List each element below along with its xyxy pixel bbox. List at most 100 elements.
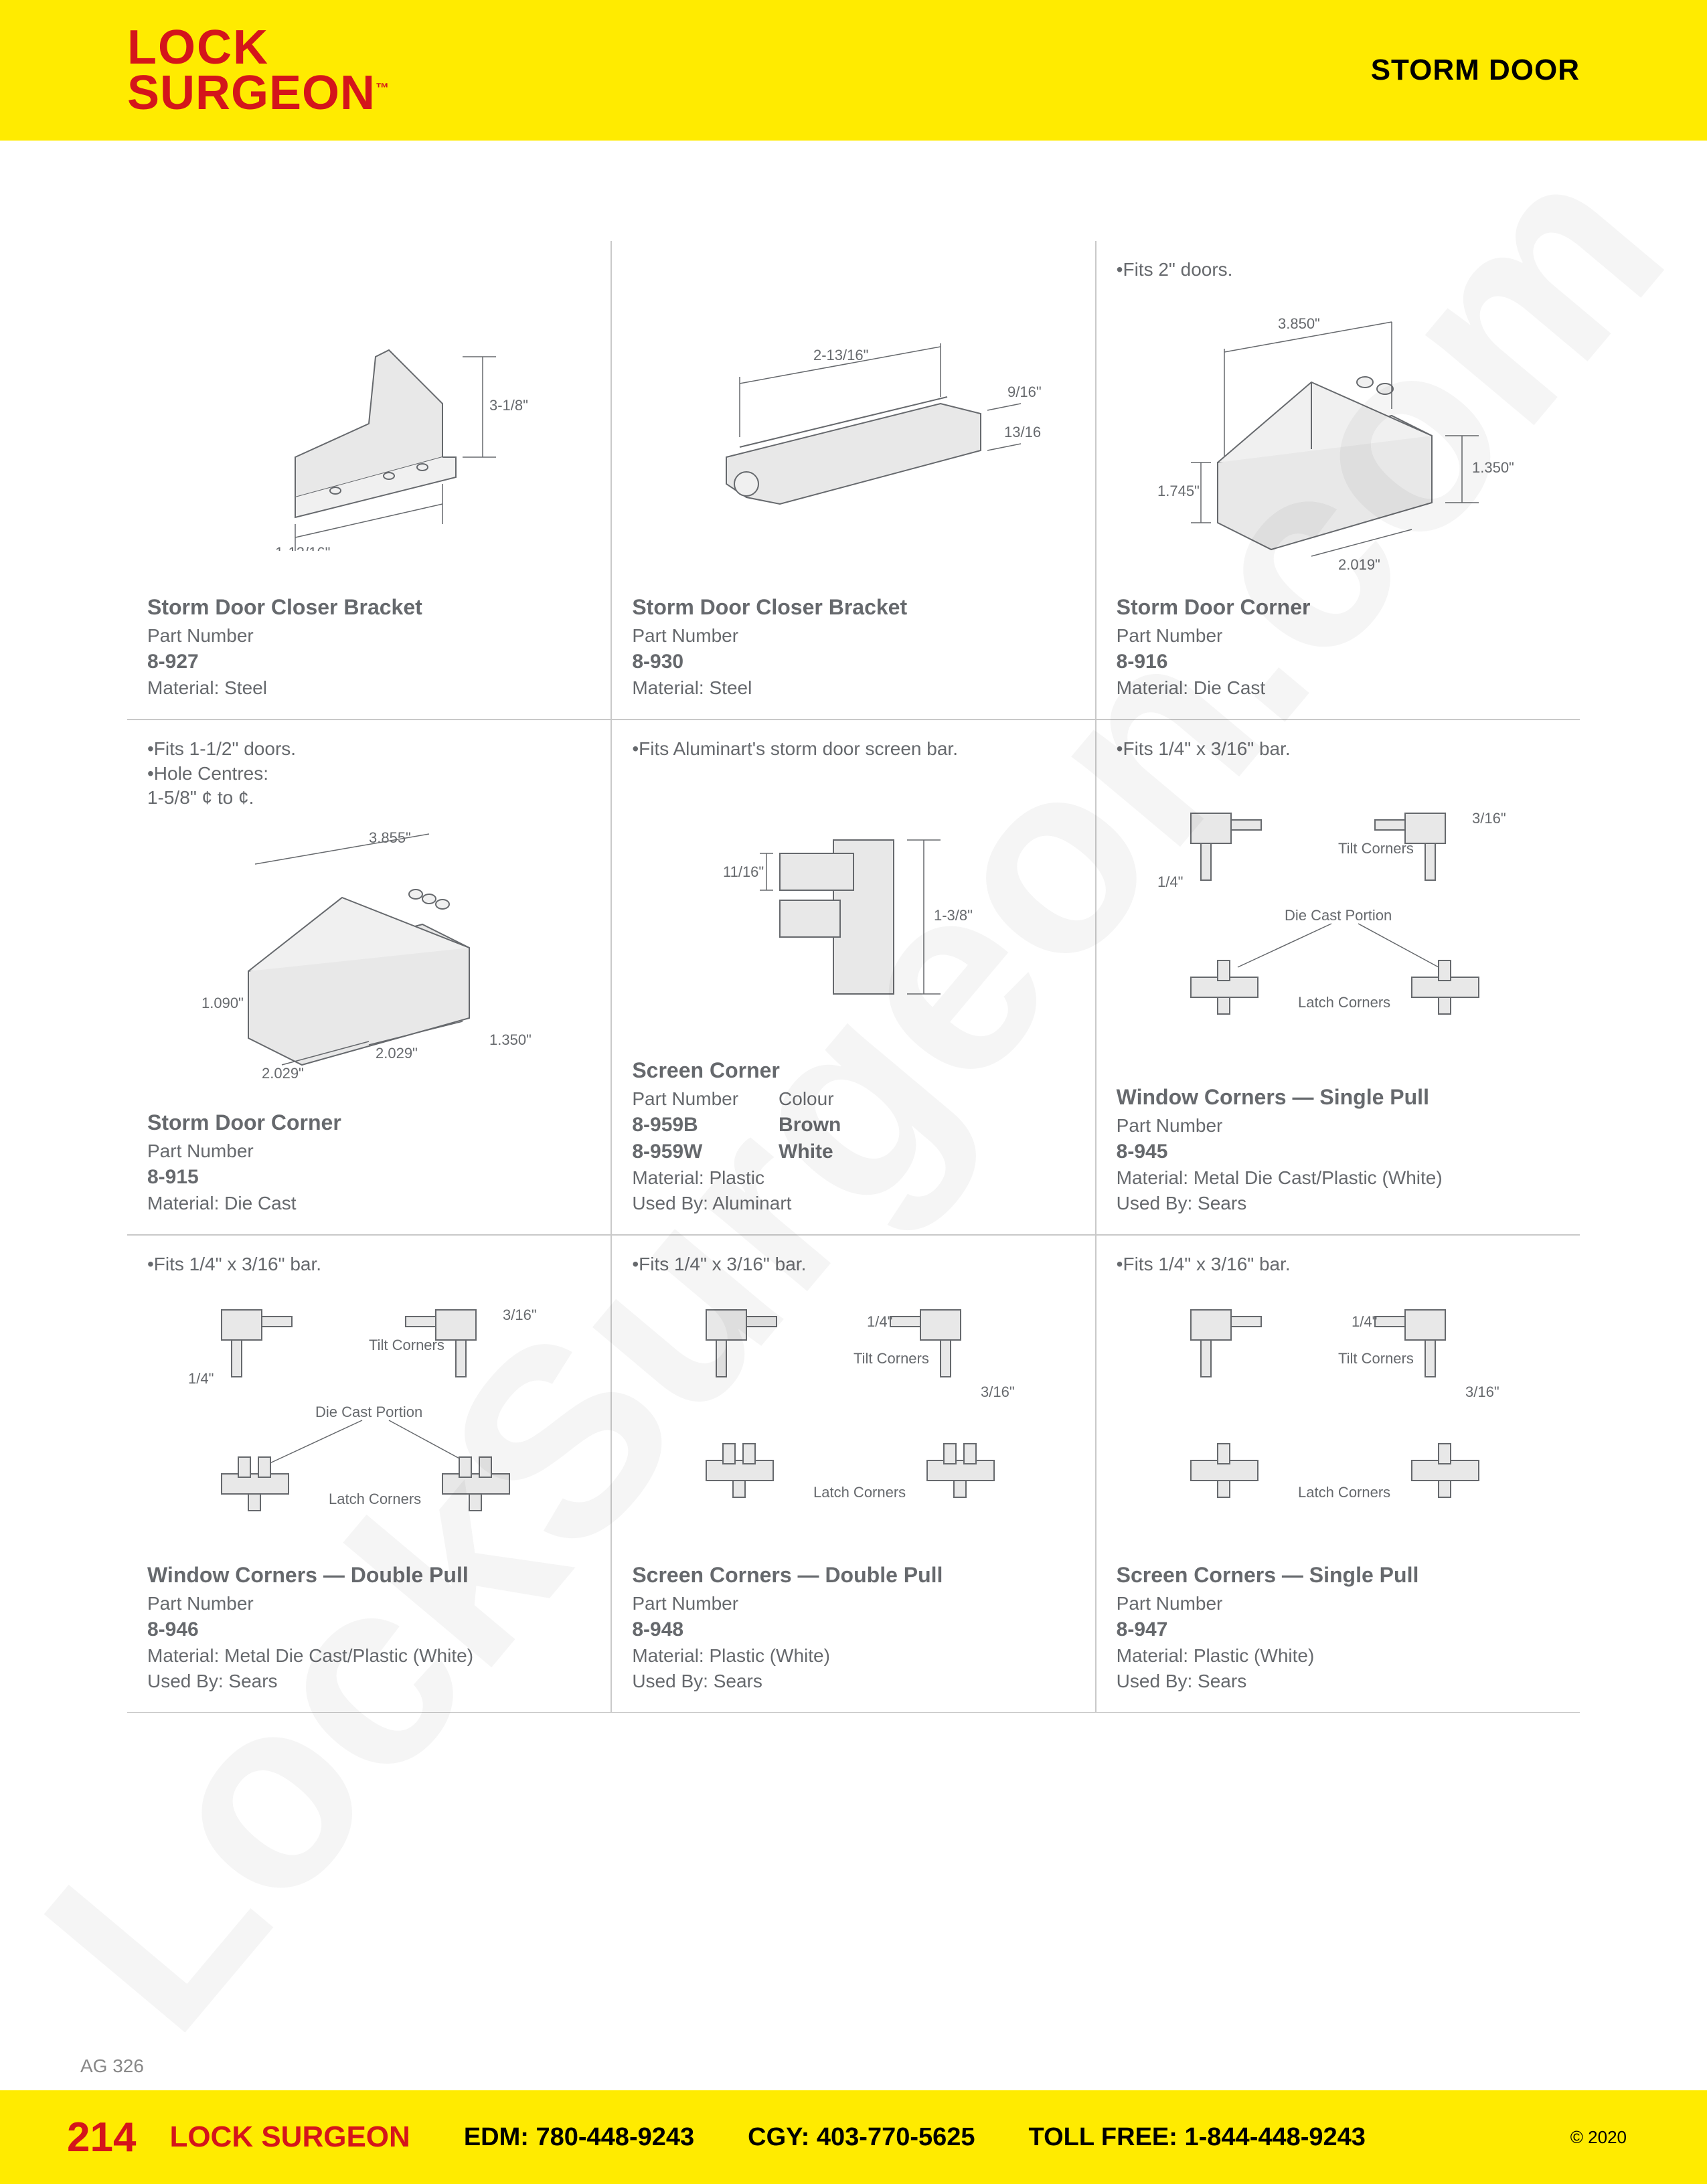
dimension-label: 2.029" [376, 1045, 418, 1062]
dimension-label: 1/4" [867, 1313, 892, 1330]
dimension-label: 1.090" [201, 995, 244, 1011]
part-number: 8-948 [632, 1618, 1074, 1641]
diagram-label: Latch Corners [329, 1491, 421, 1507]
product-cell: 3-1/8" 1-13/16" Storm Door Closer Bracke… [127, 241, 611, 720]
product-cell: •Fits 1-1/2" doors. •Hole Centres: 1-5/8… [127, 720, 611, 1234]
material-row: Material: Steel [147, 677, 590, 699]
part-number: 8-916 [1117, 651, 1560, 673]
dimension-label: 1-3/8" [934, 907, 973, 924]
product-cell: •Fits 1/4" x 3/16" bar. Tilt Corners Die… [1096, 720, 1580, 1234]
product-diagram: Tilt Corners Latch Corners 1/4" 3/16" [632, 1276, 1074, 1558]
product-cell: •Fits Aluminart's storm door screen bar.… [611, 720, 1095, 1234]
logo-line-2: SURGEON™ [127, 70, 390, 116]
dimension-label: 3/16" [1472, 810, 1506, 827]
product-notes: •Fits 1/4" x 3/16" bar. [632, 1252, 1074, 1276]
usedby-row: Used By: Sears [1117, 1193, 1560, 1214]
material-row: Material: Steel [632, 677, 1074, 699]
ag-code: AG 326 [80, 2055, 144, 2077]
page-header: LOCK SURGEON™ STORM DOOR [0, 0, 1707, 141]
diagram-label: Tilt Corners [854, 1350, 929, 1367]
part-number: 8-930 [632, 651, 1074, 673]
material-row: Material: Metal Die Cast/Plastic (White) [147, 1645, 590, 1667]
dimension-label: 2.029" [262, 1065, 304, 1082]
diagram-label: Tilt Corners [369, 1337, 444, 1353]
colour-value: Brown [779, 1114, 841, 1137]
material-row: Material: Die Cast [1117, 677, 1560, 699]
part-number: 8-947 [1117, 1618, 1560, 1641]
product-title: Screen Corners — Double Pull [632, 1563, 1074, 1588]
dimension-label: 1/4" [188, 1370, 214, 1387]
product-grid: 3-1/8" 1-13/16" Storm Door Closer Bracke… [127, 241, 1580, 1713]
dimension-label: 13/16" [1004, 424, 1041, 440]
part-number-label: Part Number [632, 1088, 738, 1110]
footer-edm: EDM: 780-448-9243 [464, 2123, 694, 2152]
material-row: Material: Plastic [632, 1167, 1074, 1189]
product-cell: •Fits 2" doors. 3.850" 1.745" 1.3 [1096, 241, 1580, 720]
dimension-label: 1.745" [1157, 483, 1200, 499]
catalog-content: 3-1/8" 1-13/16" Storm Door Closer Bracke… [0, 141, 1707, 1713]
product-cell: •Fits 1/4" x 3/16" bar. Tilt Corners Lat… [611, 1235, 1095, 1713]
colour-label: Colour [779, 1088, 841, 1110]
product-title: Storm Door Corner [1117, 595, 1560, 620]
dimension-label: 1/4" [1352, 1313, 1377, 1330]
diagram-label: Die Cast Portion [315, 1404, 422, 1420]
dimension-label: 1.350" [489, 1031, 532, 1048]
product-notes: •Fits 1/4" x 3/16" bar. [1117, 1252, 1560, 1276]
dimension-label: 3.855" [369, 829, 411, 846]
footer-cgy: CGY: 403-770-5625 [748, 2123, 975, 2152]
product-diagram: 11/16" 1-3/8" [632, 762, 1074, 1053]
material-row: Material: Metal Die Cast/Plastic (White) [1117, 1167, 1560, 1189]
product-notes: •Fits 1/4" x 3/16" bar. [147, 1252, 590, 1276]
product-title: Window Corners — Double Pull [147, 1563, 590, 1588]
product-diagram: Tilt Corners Latch Corners 1/4" 3/16" [1117, 1276, 1560, 1558]
product-diagram: 3.855" 1.090" 2.029" 2.029" 1.350" [147, 811, 590, 1105]
part-number-label: Part Number [1117, 1115, 1560, 1137]
dimension-label: 3/16" [1465, 1383, 1499, 1400]
dimension-label: 1.350" [1472, 459, 1514, 476]
material-row: Material: Die Cast [147, 1193, 590, 1214]
product-cell: 2-13/16" 9/16" 13/16" Storm Door Closer … [611, 241, 1095, 720]
product-cell: •Fits 1/4" x 3/16" bar. Tilt Corners Die… [127, 1235, 611, 1713]
dimension-label: 3.850" [1278, 315, 1320, 332]
colour-value: White [779, 1141, 841, 1163]
material-row: Material: Plastic (White) [632, 1645, 1074, 1667]
page-footer: 214 LOCK SURGEON EDM: 780-448-9243 CGY: … [0, 2090, 1707, 2184]
diagram-label: Latch Corners [813, 1484, 906, 1501]
material-row: Material: Plastic (White) [1117, 1645, 1560, 1667]
product-notes: •Fits Aluminart's storm door screen bar. [632, 737, 1074, 761]
part-number-label: Part Number [147, 1593, 590, 1614]
dimension-label: 3/16" [503, 1307, 537, 1323]
note-line: 1-5/8" ¢ to ¢. [147, 786, 590, 810]
part-number: 8-959B [632, 1114, 738, 1137]
diagram-label: Die Cast Portion [1285, 907, 1392, 924]
usedby-row: Used By: Sears [1117, 1671, 1560, 1692]
part-number: 8-915 [147, 1166, 590, 1189]
dimension-label: 2-13/16" [813, 347, 868, 363]
diagram-label: Tilt Corners [1338, 840, 1414, 857]
dimension-label: 1/4" [1157, 873, 1183, 890]
footer-brand: LOCK SURGEON [169, 2120, 410, 2154]
product-title: Storm Door Closer Bracket [147, 595, 590, 620]
diagram-label: Latch Corners [1298, 994, 1390, 1011]
dimension-label: 1-13/16" [275, 544, 330, 551]
part-number-label: Part Number [632, 1593, 1074, 1614]
footer-tollfree: TOLL FREE: 1-844-448-9243 [1029, 2123, 1366, 2152]
product-diagram: 3-1/8" 1-13/16" [147, 258, 590, 590]
dimension-label: 11/16" [723, 863, 764, 880]
usedby-row: Used By: Sears [147, 1671, 590, 1692]
note-line: •Hole Centres: [147, 762, 590, 786]
dimension-label: 3-1/8" [489, 397, 528, 414]
trademark-icon: ™ [376, 81, 390, 96]
dimension-label: 3/16" [981, 1383, 1015, 1400]
product-diagram: 2-13/16" 9/16" 13/16" [632, 258, 1074, 590]
part-number-label: Part Number [632, 625, 1074, 647]
usedby-row: Used By: Sears [632, 1671, 1074, 1692]
part-number-label: Part Number [147, 625, 590, 647]
product-notes: •Fits 1-1/2" doors. •Hole Centres: 1-5/8… [147, 737, 590, 810]
part-number: 8-946 [147, 1618, 590, 1641]
product-title: Storm Door Closer Bracket [632, 595, 1074, 620]
dimension-label: 9/16" [1007, 384, 1041, 400]
product-title: Screen Corners — Single Pull [1117, 1563, 1560, 1588]
part-number: 8-959W [632, 1141, 738, 1163]
logo-line-1: LOCK [127, 25, 390, 70]
